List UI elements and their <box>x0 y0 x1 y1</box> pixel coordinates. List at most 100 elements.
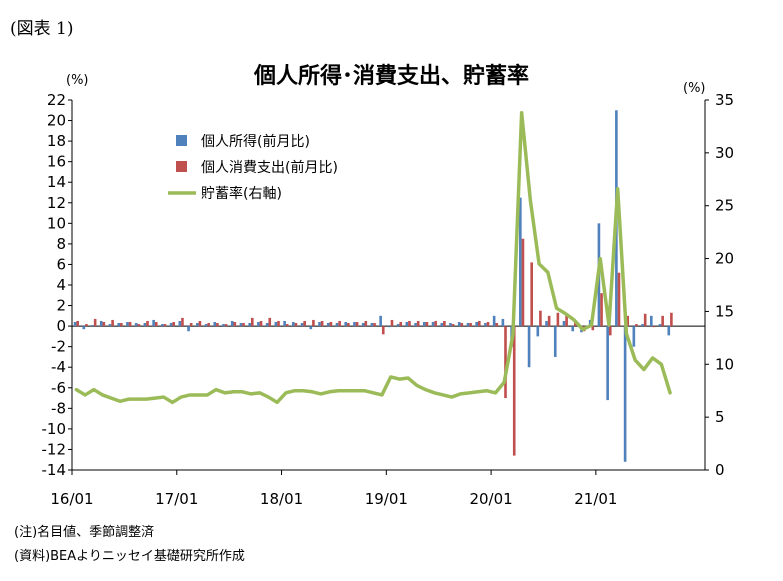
spending-bar <box>565 314 568 327</box>
axes: -14 -12 -10 -8 -6 -4 -2 0 2 4 6 8 10 12 14 16 18 20 22 0 5 10… <box>42 73 735 508</box>
y-tick-label-left: 8 <box>56 235 66 253</box>
y-tick-label-right: 0 <box>715 461 725 479</box>
y-tick-label-left: -2 <box>51 338 66 356</box>
income-bar <box>300 323 304 327</box>
spending-bar <box>163 324 167 327</box>
income-bar <box>82 326 86 330</box>
income-bar <box>457 322 461 327</box>
legend-income-swatch <box>176 135 187 146</box>
spending-bar <box>312 319 315 327</box>
spending-bar <box>512 326 516 456</box>
spending-bar <box>355 322 359 327</box>
spending-bar <box>85 324 88 327</box>
income-bar <box>195 323 199 327</box>
legend: 個人所得(前月比) 個人消費支出(前月比) 貯蓄率(右軸) <box>168 133 338 202</box>
income-bar <box>649 315 653 327</box>
spending-bar <box>259 320 263 327</box>
spending-bar <box>469 323 472 327</box>
spending-bar <box>626 315 630 327</box>
chart-title: 個人所得･消費支出、貯蓄率 <box>253 64 529 89</box>
spending-bar <box>76 320 79 327</box>
income-bar <box>344 322 348 327</box>
income-bar <box>326 323 330 327</box>
y-tick-label-left: -8 <box>51 399 66 417</box>
spending-bar <box>154 322 158 327</box>
spending-bar <box>242 323 245 327</box>
income-bar <box>161 324 164 327</box>
income-bar <box>274 322 278 327</box>
income-bar <box>492 315 496 327</box>
spending-bar <box>277 320 280 327</box>
legend-income: 個人所得(前月比) <box>176 133 310 150</box>
income-bar <box>152 319 155 327</box>
income-bar <box>265 323 269 327</box>
income-bar <box>230 320 234 327</box>
income-bar <box>571 326 575 332</box>
y-tick-label-right: 25 <box>715 197 734 215</box>
income-bar <box>257 322 260 327</box>
spending-bar <box>661 315 664 327</box>
spending-bar <box>294 323 298 327</box>
income-bar <box>370 323 374 327</box>
spending-bar <box>486 322 490 327</box>
income-bar <box>108 324 112 327</box>
spending-bar <box>574 322 577 327</box>
income-bar <box>213 322 217 327</box>
income-bar <box>388 326 391 328</box>
income-bar <box>99 320 103 327</box>
income-bar <box>239 323 243 327</box>
spending-bar <box>399 322 403 327</box>
spending-bar <box>504 326 507 399</box>
saving-rate-line-layer <box>74 110 672 405</box>
spending-bar <box>495 323 499 327</box>
y-tick-label-left: -12 <box>42 440 67 458</box>
income-bar <box>178 320 182 327</box>
legend-income-label: 個人所得(前月比) <box>201 133 310 150</box>
spending-bar <box>425 322 429 327</box>
income-bar <box>169 323 173 327</box>
spending-bar <box>128 322 132 327</box>
income-bar <box>553 326 557 357</box>
x-tick-label: 21/01 <box>574 490 617 508</box>
spending-bar <box>408 320 411 327</box>
spending-bar <box>146 320 149 327</box>
spending-bar <box>172 322 176 327</box>
income-bar <box>484 323 487 327</box>
income-bar <box>134 323 138 327</box>
spending-bar <box>364 320 368 327</box>
income-bar <box>248 323 251 327</box>
income-bar <box>431 322 435 327</box>
income-bar <box>475 322 478 327</box>
spending-bar <box>608 326 612 336</box>
y-tick-label-left: 10 <box>47 214 66 232</box>
income-bar <box>126 322 129 327</box>
figure-label: (図表 1) <box>10 19 74 39</box>
y-tick-label-left: 20 <box>47 112 66 130</box>
y-tick-label-left: -6 <box>51 379 66 397</box>
spending-bar <box>181 317 184 327</box>
income-bar <box>606 326 609 401</box>
spending-bar <box>381 326 385 335</box>
y-tick-label-left: 18 <box>47 132 66 150</box>
income-bar <box>283 320 286 327</box>
income-bar <box>117 323 121 327</box>
spending-bar <box>635 324 638 327</box>
income-bar <box>318 322 321 327</box>
note-source: (資料)BEAよりニッセイ基礎研究所作成 <box>14 549 245 564</box>
spending-bar <box>670 312 673 327</box>
y-tick-label-left: 14 <box>47 173 66 191</box>
spending-bar <box>268 317 272 327</box>
x-tick-label: 20/01 <box>469 490 512 508</box>
spending-bar <box>617 272 621 327</box>
spending-bar <box>338 320 341 327</box>
spending-bar <box>373 323 376 327</box>
spending-bar <box>652 326 656 328</box>
income-bar <box>361 323 365 327</box>
x-tick-label: 16/01 <box>50 490 93 508</box>
spending-bar <box>303 320 306 327</box>
spending-bar <box>600 293 603 327</box>
spending-bar <box>643 313 647 327</box>
y-unit-left: (%) <box>66 73 89 88</box>
spending-bar <box>320 320 324 327</box>
bars <box>73 110 673 462</box>
